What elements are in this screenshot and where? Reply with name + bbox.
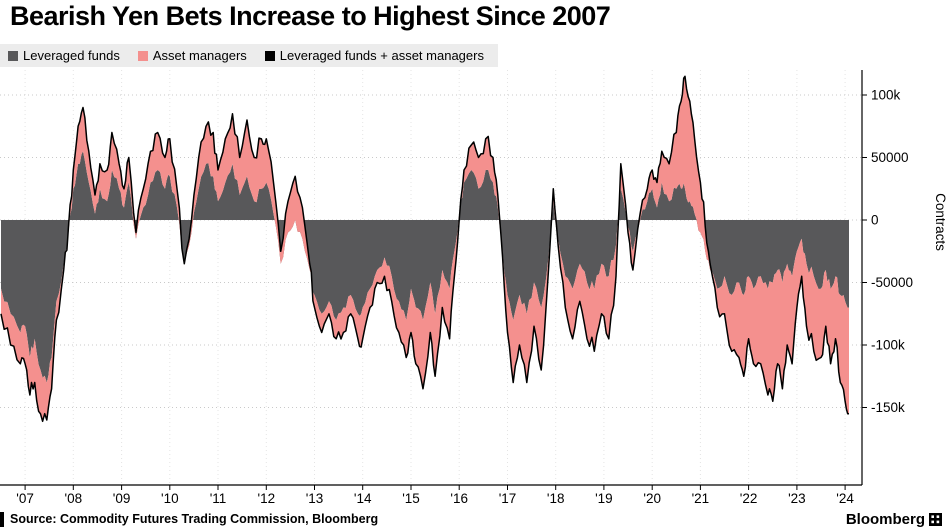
x-tick-label: '18 <box>547 491 565 506</box>
x-tick-label: '17 <box>499 491 517 506</box>
y-tick-label: 0 <box>871 213 879 228</box>
area-leveraged-funds <box>1 151 849 383</box>
legend-label-combined: Leveraged funds + asset managers <box>279 48 484 63</box>
footer: Source: Commodity Futures Trading Commis… <box>0 509 942 529</box>
legend-swatch-asset-managers <box>137 50 148 61</box>
legend-item-combined: Leveraged funds + asset managers <box>264 48 484 63</box>
x-tick-label: '08 <box>65 491 83 506</box>
x-tick-label: '21 <box>692 491 710 506</box>
x-tick-label: '24 <box>836 491 854 506</box>
y-tick-label: -50000 <box>871 275 913 290</box>
source-accent-bar <box>0 511 4 527</box>
chart-title: Bearish Yen Bets Increase to Highest Sin… <box>10 1 611 31</box>
bloomberg-mark-icon <box>929 512 942 526</box>
x-tick-label: '11 <box>210 491 227 506</box>
total-line <box>0 75 849 423</box>
bloomberg-logo: Bloomberg <box>846 511 942 528</box>
source-text: Source: Commodity Futures Trading Commis… <box>10 512 379 526</box>
x-tick-label: '14 <box>354 491 372 506</box>
y-tick-label: -150k <box>871 400 905 415</box>
x-tick-label: '23 <box>788 491 806 506</box>
x-tick-label: '10 <box>161 491 179 506</box>
x-tick-label: '07 <box>16 491 34 506</box>
x-tick-label: '09 <box>113 491 131 506</box>
x-tick-label: '13 <box>306 491 324 506</box>
legend-label-asset-managers: Asset managers <box>152 48 247 63</box>
x-tick-label: '19 <box>595 491 613 506</box>
legend-item-leveraged-funds: Leveraged funds <box>8 48 120 63</box>
legend: Leveraged funds Asset managers Leveraged… <box>0 44 498 67</box>
x-tick-label: '15 <box>402 491 420 506</box>
y-tick-label: 100k <box>871 88 901 103</box>
chart-plot: 100k 50000 0 -50000 -100k -150k '07 '08 '09 '10 '1… <box>0 70 948 506</box>
y-tick-label: 50000 <box>871 150 909 165</box>
bloomberg-wordmark: Bloomberg <box>845 510 925 528</box>
y-axis-title: Contracts <box>933 193 948 251</box>
legend-swatch-combined <box>264 50 275 61</box>
x-tick-label: '20 <box>643 491 661 506</box>
x-tick-label: '22 <box>740 491 758 506</box>
source-line: Source: Commodity Futures Trading Commis… <box>0 511 379 527</box>
legend-item-asset-managers: Asset managers <box>137 48 247 63</box>
x-tick-label: '16 <box>450 491 468 506</box>
legend-label-leveraged-funds: Leveraged funds <box>23 48 120 63</box>
y-tick-label: -100k <box>871 338 905 353</box>
legend-swatch-leveraged-funds <box>8 50 18 61</box>
area-asset-managers <box>1 76 849 422</box>
x-tick-label: '12 <box>258 491 276 506</box>
